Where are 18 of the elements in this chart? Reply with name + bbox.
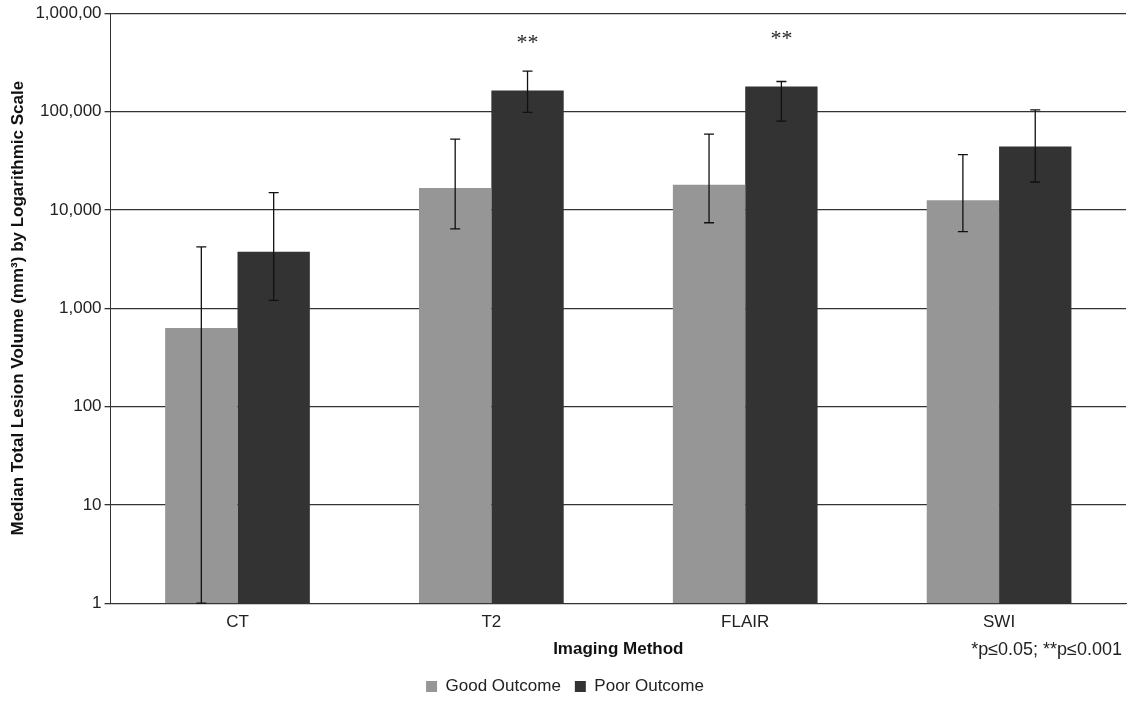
y-tick-label: 1 [92, 592, 102, 612]
x-tick-label: CT [226, 612, 249, 632]
text: 10,000 [49, 199, 102, 219]
y-axis-title: Median Total Lesion Volume (mm³) by Logarithmic Scale [7, 80, 27, 536]
x-axis-title: Imaging Method [553, 639, 684, 659]
y-tick-label: 10 [82, 494, 102, 514]
annotation: ** [516, 29, 539, 55]
x-tick-label: T2 [481, 612, 502, 632]
text: 100,000 [40, 101, 102, 121]
y-tick-label: 1,000,00 [35, 2, 102, 22]
legend-label: Good Outcome [445, 676, 561, 696]
text: 1,000 [59, 297, 102, 317]
x-tick-label: SWI [983, 612, 1016, 632]
x-tick-label: FLAIR [721, 612, 770, 632]
legend-label: Poor Outcome [594, 676, 704, 696]
text: *p≤0.05; **p≤0.001 [971, 638, 1122, 659]
annotation: ** [770, 25, 793, 51]
y-tick-label: 100 [73, 396, 102, 416]
